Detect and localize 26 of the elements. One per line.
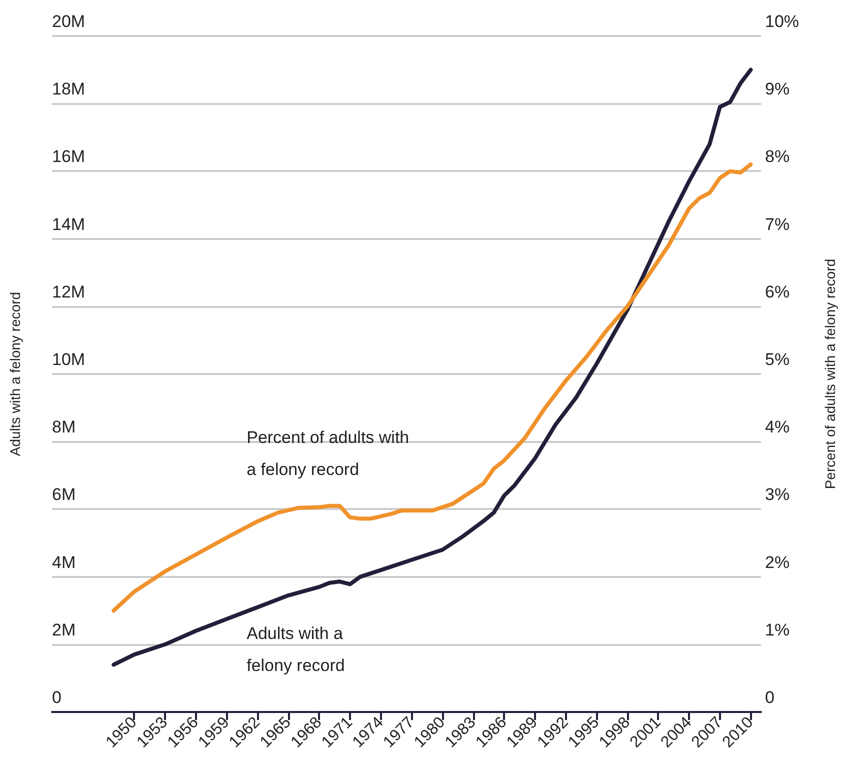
series-label: Percent of adults with a felony record xyxy=(246,428,410,479)
y-axis-title: Adults with a felony record xyxy=(7,292,23,456)
y-tick-label: 0 xyxy=(52,688,62,707)
y-tick-label: 8M xyxy=(52,418,76,437)
series-label: Adults with a felony record xyxy=(246,624,345,675)
y-tick-label: 4M xyxy=(52,552,76,572)
y2-tick-label: 4% xyxy=(765,418,790,437)
y2-tick-label: 3% xyxy=(765,485,790,504)
y2-tick-label: 5% xyxy=(765,350,790,369)
y2-tick-label: 1% xyxy=(765,620,790,640)
y-tick-label: 18M xyxy=(52,80,86,99)
y2-tick-label: 2% xyxy=(765,552,790,572)
y2-tick-label: 7% xyxy=(765,214,790,234)
y2-tick-label: 10% xyxy=(765,12,800,31)
y2-tick-label: 6% xyxy=(765,282,790,302)
y-tick-label: 14M xyxy=(52,214,86,234)
y2-tick-label: 9% xyxy=(765,80,790,99)
y2-tick-label: 0 xyxy=(765,688,774,707)
y-tick-label: 12M xyxy=(52,282,86,302)
y-tick-label: 16M xyxy=(52,147,86,166)
y-tick-label: 10M xyxy=(52,350,86,369)
y2-tick-label: 8% xyxy=(765,147,790,166)
y-tick-label: 20M xyxy=(52,12,86,31)
y-tick-label: 6M xyxy=(52,485,76,504)
y-tick-label: 2M xyxy=(52,620,76,640)
y2-axis-title: Percent of adults with a felony record xyxy=(822,258,838,490)
